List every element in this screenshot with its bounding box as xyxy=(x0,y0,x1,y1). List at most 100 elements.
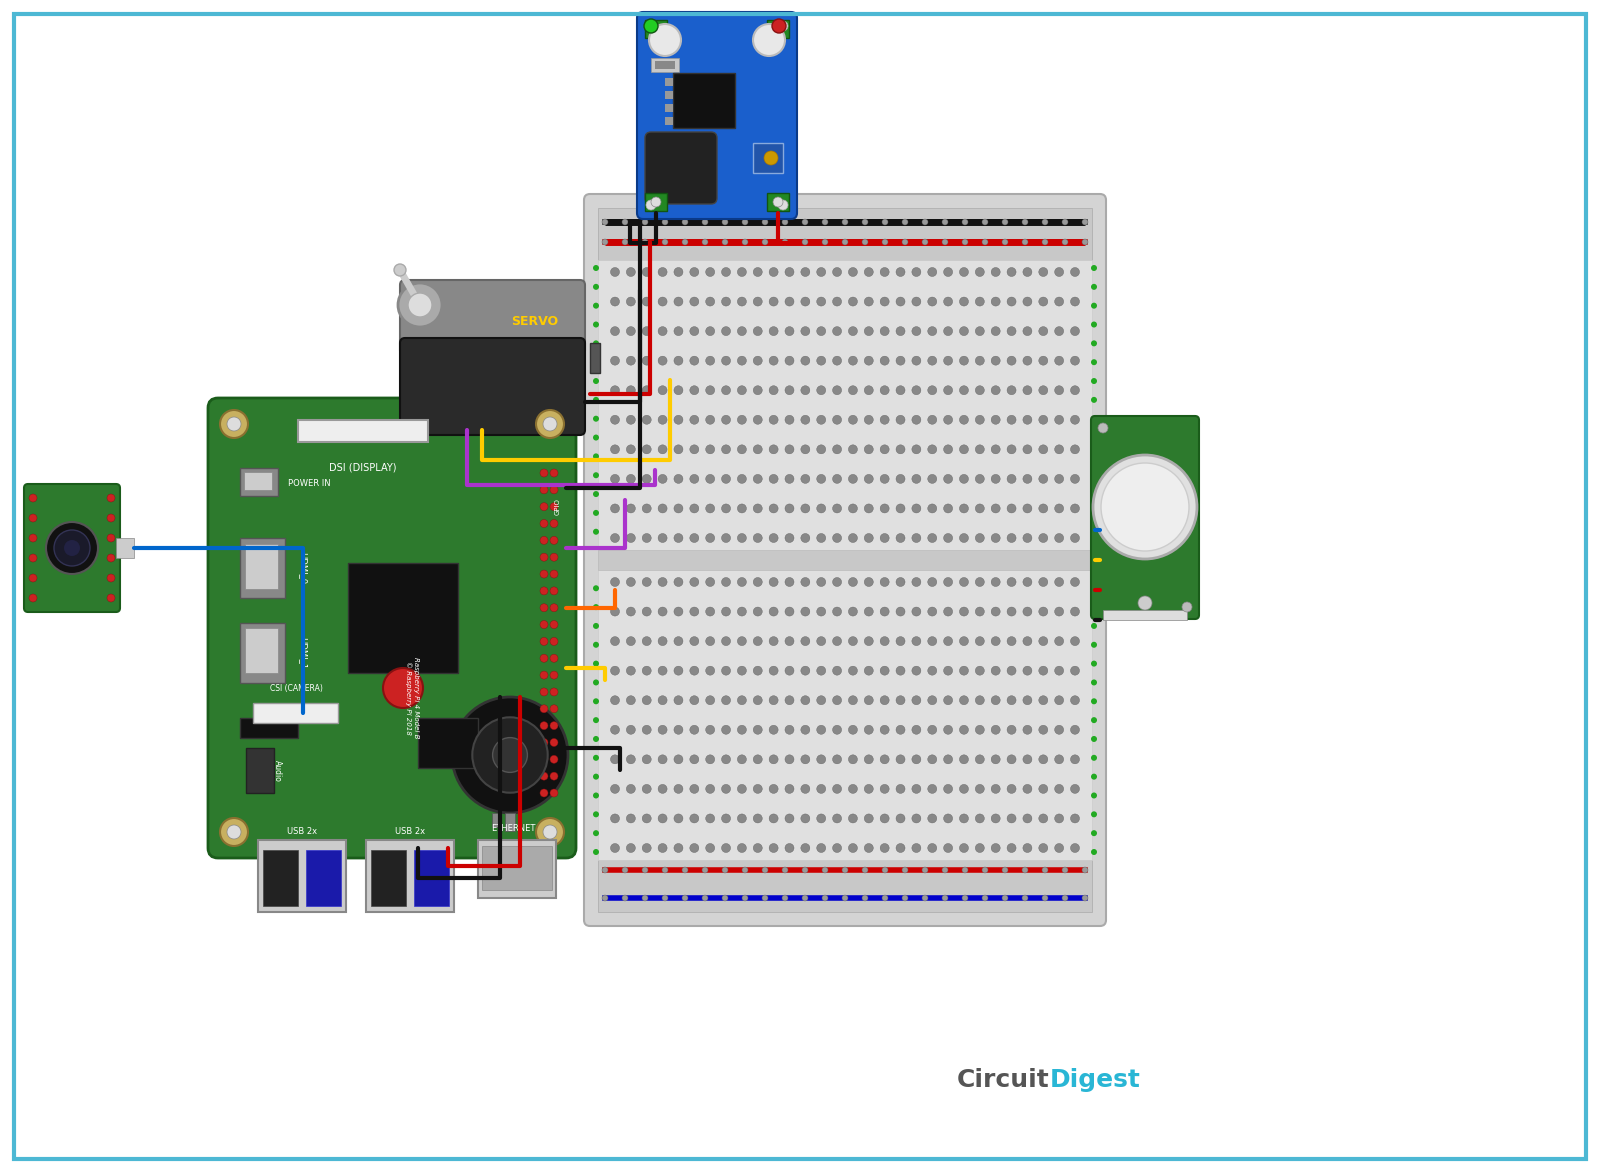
Circle shape xyxy=(1006,637,1016,645)
Circle shape xyxy=(1022,326,1032,335)
Circle shape xyxy=(816,326,826,335)
Circle shape xyxy=(594,340,598,346)
Bar xyxy=(371,850,406,906)
Circle shape xyxy=(902,895,909,901)
Circle shape xyxy=(1091,735,1098,743)
Circle shape xyxy=(1054,297,1064,306)
Circle shape xyxy=(1038,637,1048,645)
Circle shape xyxy=(896,608,906,616)
Text: Audio: Audio xyxy=(274,760,282,782)
Circle shape xyxy=(754,577,762,586)
Circle shape xyxy=(754,814,762,823)
Circle shape xyxy=(771,19,786,33)
FancyBboxPatch shape xyxy=(645,133,717,204)
Bar xyxy=(645,194,667,211)
Circle shape xyxy=(1022,386,1032,395)
Circle shape xyxy=(912,637,922,645)
Circle shape xyxy=(408,293,432,317)
Circle shape xyxy=(802,666,810,676)
Circle shape xyxy=(1038,504,1048,513)
Circle shape xyxy=(1054,267,1064,277)
Circle shape xyxy=(550,721,558,730)
Circle shape xyxy=(754,755,762,764)
Bar xyxy=(240,468,278,496)
Circle shape xyxy=(896,297,906,306)
Circle shape xyxy=(864,843,874,853)
Circle shape xyxy=(682,219,688,225)
Circle shape xyxy=(944,843,952,853)
Circle shape xyxy=(594,679,598,685)
Circle shape xyxy=(928,843,936,853)
Circle shape xyxy=(626,267,635,277)
Circle shape xyxy=(642,534,651,542)
Circle shape xyxy=(722,666,731,676)
Circle shape xyxy=(1022,637,1032,645)
Circle shape xyxy=(706,474,715,483)
Circle shape xyxy=(690,534,699,542)
Circle shape xyxy=(770,267,778,277)
Circle shape xyxy=(690,357,699,365)
Circle shape xyxy=(626,357,635,365)
Circle shape xyxy=(29,574,37,582)
Circle shape xyxy=(690,326,699,335)
Circle shape xyxy=(960,267,968,277)
Circle shape xyxy=(960,725,968,734)
Circle shape xyxy=(782,239,787,245)
Circle shape xyxy=(960,608,968,616)
Circle shape xyxy=(1070,326,1080,335)
Circle shape xyxy=(864,386,874,395)
Circle shape xyxy=(1054,814,1064,823)
Circle shape xyxy=(738,577,746,586)
Circle shape xyxy=(722,386,731,395)
Circle shape xyxy=(1006,267,1016,277)
Circle shape xyxy=(770,696,778,705)
Circle shape xyxy=(658,637,667,645)
Circle shape xyxy=(896,415,906,425)
Circle shape xyxy=(762,239,768,245)
Circle shape xyxy=(722,895,728,901)
Circle shape xyxy=(662,867,669,873)
Circle shape xyxy=(944,474,952,483)
Circle shape xyxy=(832,696,842,705)
Circle shape xyxy=(822,895,829,901)
Circle shape xyxy=(960,326,968,335)
Circle shape xyxy=(944,357,952,365)
Circle shape xyxy=(622,867,627,873)
Circle shape xyxy=(662,219,669,225)
Circle shape xyxy=(738,725,746,734)
Circle shape xyxy=(1070,608,1080,616)
Circle shape xyxy=(674,696,683,705)
Circle shape xyxy=(882,867,888,873)
Circle shape xyxy=(642,895,648,901)
Circle shape xyxy=(960,814,968,823)
Circle shape xyxy=(674,843,683,853)
Circle shape xyxy=(880,696,890,705)
Circle shape xyxy=(912,386,922,395)
Bar xyxy=(766,20,789,38)
Circle shape xyxy=(1082,219,1088,225)
Bar xyxy=(478,840,557,899)
Circle shape xyxy=(816,577,826,586)
Circle shape xyxy=(1054,474,1064,483)
Circle shape xyxy=(611,577,619,586)
Circle shape xyxy=(770,474,778,483)
Circle shape xyxy=(848,326,858,335)
Circle shape xyxy=(1070,755,1080,764)
Circle shape xyxy=(896,504,906,513)
Circle shape xyxy=(976,666,984,676)
Circle shape xyxy=(1054,696,1064,705)
Circle shape xyxy=(816,534,826,542)
Circle shape xyxy=(880,386,890,395)
Circle shape xyxy=(832,814,842,823)
Circle shape xyxy=(1022,219,1027,225)
Circle shape xyxy=(1093,455,1197,560)
Circle shape xyxy=(626,696,635,705)
Circle shape xyxy=(541,621,547,629)
Circle shape xyxy=(944,386,952,395)
Circle shape xyxy=(1091,284,1098,290)
Bar xyxy=(666,91,674,99)
Circle shape xyxy=(550,772,558,780)
Circle shape xyxy=(762,867,768,873)
Circle shape xyxy=(611,297,619,306)
Circle shape xyxy=(864,267,874,277)
